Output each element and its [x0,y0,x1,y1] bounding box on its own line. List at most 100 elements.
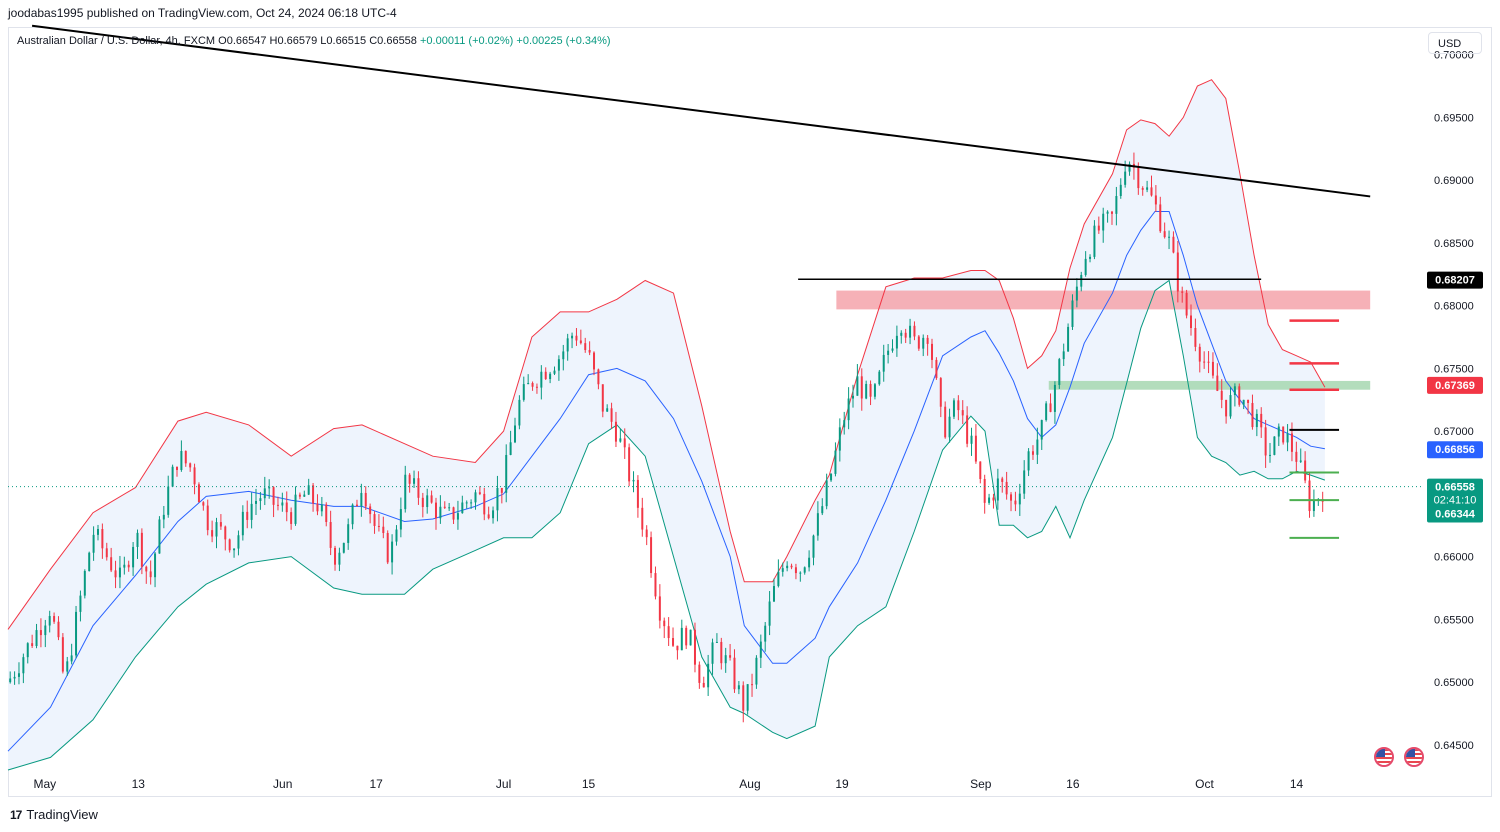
candle-body [39,630,42,636]
candle-body [689,629,692,646]
candle-body [772,586,775,602]
candle-body [149,571,152,578]
candle-body [26,643,29,658]
candle-body [202,502,205,506]
candle-body [48,616,51,626]
candle-body [211,530,214,537]
candle-body [891,348,894,351]
candle-body [794,567,797,574]
candle-body [1308,480,1311,512]
candle-body [268,487,271,489]
candle-body [636,479,639,508]
candle-body [456,513,459,520]
chart-pane-border [8,27,1492,797]
candle-body [926,337,929,344]
candle-body [1203,361,1206,363]
candle-body [566,338,569,352]
candle-body [1198,346,1201,362]
candle-body [154,553,157,578]
candle-body [145,566,148,572]
candle-body [597,369,600,385]
candle-body [110,557,113,571]
price-label: 0.68207 [1435,275,1475,287]
upper-band-line [7,79,1326,630]
candle-body [1146,187,1149,190]
candle-body [654,573,657,597]
candle-body [492,510,495,519]
candle-body [1119,184,1122,197]
candle-body [1040,420,1043,440]
candle-body [320,504,323,512]
candle-body [206,505,209,531]
candle-body [1260,413,1263,428]
symbol-info: Australian Dollar / U.S. Dollar, 4h, FXC… [17,35,611,47]
candle-body [584,343,587,351]
candle-body [96,529,99,535]
price-label: 0.66558 [1435,482,1475,494]
candle-body [1071,300,1074,327]
candle-body [1277,426,1280,437]
candle-body [79,595,82,612]
candle-body [830,473,833,481]
x-tick-label: Jul [496,777,511,791]
candle-body [92,534,95,553]
candle-body [957,400,960,411]
candle-body [228,539,231,551]
candle-body [1176,252,1179,292]
candle-body [593,352,596,370]
candle-body [509,442,512,455]
candle-body [298,494,301,497]
candle-body [1312,500,1315,512]
candle-body [939,378,942,407]
candle-body [632,479,635,482]
candle-body [909,325,912,338]
candle-body [715,641,718,643]
candle-body [1207,361,1210,363]
candle-body [75,611,78,656]
price-change: +0.00011 (+0.02%) +0.00225 (+0.34%) [419,35,611,47]
candle-body [1137,167,1140,189]
candle-body [1168,236,1171,238]
candle-body [233,548,236,551]
lower-band-line [7,279,1326,771]
candle-body [215,522,218,537]
candle-body [970,435,973,444]
candle-body [680,627,683,651]
candle-body [505,454,508,493]
candle-body [377,525,380,527]
candle-body [281,502,284,506]
candle-body [628,447,631,482]
candle-body [1242,399,1245,405]
candle-body [1185,292,1188,316]
candle-body [105,548,108,558]
candle-body [382,526,385,534]
candle-body [1128,163,1131,172]
candle-body [663,620,666,627]
currency-button[interactable]: USD [1428,32,1482,54]
candle-body [452,507,455,520]
candle-body [1014,500,1017,505]
candle-body [610,408,613,422]
candle-body [935,359,938,379]
candle-body [255,501,258,504]
candle-body [1031,451,1034,455]
candle-body [1251,402,1254,428]
candle-body [118,567,121,578]
candle-body [983,479,986,503]
candle-body [391,541,394,563]
candle-body [1295,451,1298,462]
us-flag-event-icon[interactable] [1374,747,1394,767]
candle-body [31,643,34,646]
x-tick-label: 16 [1066,777,1080,791]
candle-body [285,502,288,513]
candle-body [171,466,174,487]
candle-body [821,506,824,514]
candle-body [399,509,402,530]
x-tick-label: 14 [1290,777,1304,791]
us-flag-event-icon-2[interactable] [1404,747,1424,767]
candle-body [443,506,446,508]
candle-body [1124,171,1127,185]
candle-body [825,480,828,507]
price-label-bg [1427,478,1483,509]
